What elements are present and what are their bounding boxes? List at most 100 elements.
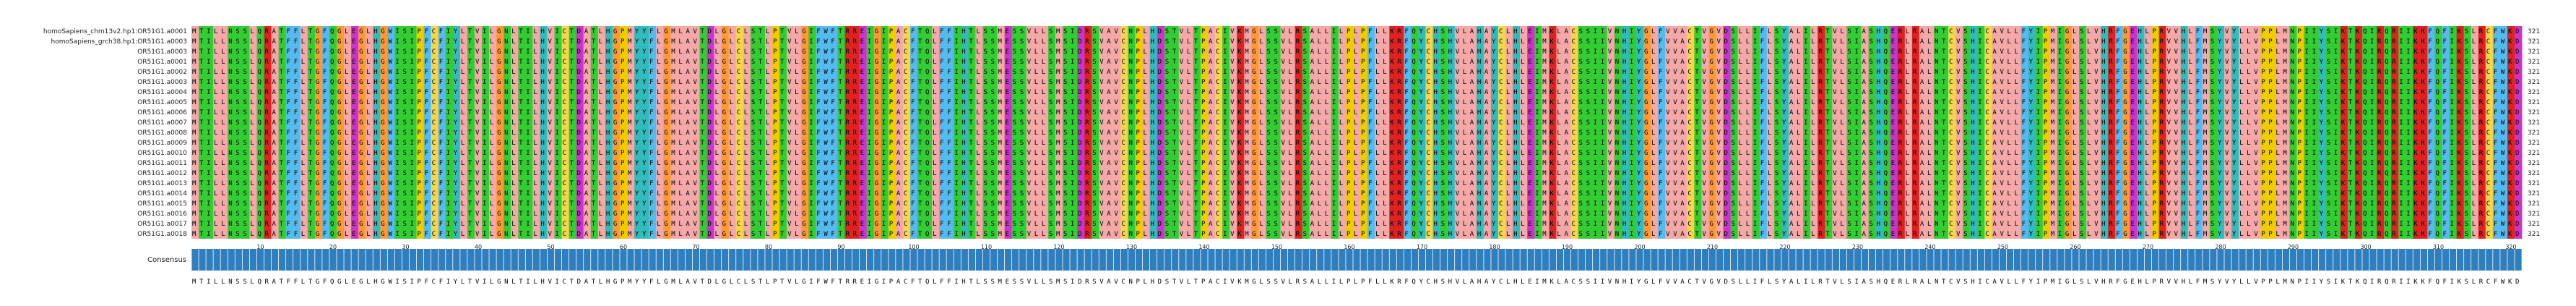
residue-letter: F bbox=[1404, 89, 1408, 96]
residue-letter: V bbox=[1956, 59, 1961, 66]
residue-letter: C bbox=[904, 28, 907, 35]
residue-letter: H bbox=[1622, 69, 1626, 76]
residue-letter: I bbox=[1071, 59, 1074, 66]
residue-letter: S bbox=[1266, 99, 1270, 106]
sequence-name[interactable]: OR51G1.a0006 bbox=[137, 109, 187, 116]
residue-letter: Q bbox=[2435, 79, 2439, 86]
sequence-name[interactable]: OR51G1.a0003 bbox=[137, 79, 187, 86]
residue-letter: R bbox=[2479, 79, 2484, 86]
sequence-name[interactable]: homoSapiens_chm13v2.hp1:OR51G1.a0001 bbox=[43, 28, 187, 35]
residue-letter: M bbox=[1542, 79, 1547, 86]
residue-letter: R bbox=[846, 28, 850, 35]
sequence-name[interactable]: OR51G1.a0001 bbox=[137, 59, 187, 66]
residue-letter: R bbox=[1898, 99, 1903, 106]
sequence-name[interactable]: OR51G1.a0003 bbox=[137, 48, 187, 56]
residue-letter: L bbox=[366, 59, 370, 66]
residue-letter: E bbox=[2130, 69, 2134, 76]
residue-letter: L bbox=[2007, 48, 2011, 56]
residue-letter: Y bbox=[2232, 69, 2236, 76]
residue-letter: G bbox=[316, 28, 319, 35]
residue-letter: I bbox=[483, 79, 486, 86]
residue-letter: A bbox=[272, 28, 277, 35]
residue-letter: D bbox=[577, 38, 581, 46]
sequence-name[interactable]: OR51G1.a0012 bbox=[137, 170, 187, 177]
residue-letter: G bbox=[359, 48, 363, 56]
residue-letter: L bbox=[214, 69, 217, 76]
residue-letter: H bbox=[961, 89, 965, 96]
residue-letter: A bbox=[1920, 28, 1924, 35]
residue-letter: H bbox=[1434, 59, 1438, 66]
residue-letter: T bbox=[1194, 99, 1198, 106]
sequence-name[interactable]: OR51G1.a0014 bbox=[137, 190, 187, 197]
residue-letter: T bbox=[1825, 38, 1830, 46]
residue-letter: V bbox=[1281, 28, 1286, 35]
residue-letter: F bbox=[425, 59, 428, 66]
sequence-name[interactable]: OR51G1.a0016 bbox=[137, 211, 187, 218]
residue-letter: L bbox=[2247, 69, 2250, 76]
sequence-name[interactable]: OR51G1.a0010 bbox=[137, 150, 187, 157]
residue-letter: L bbox=[1289, 99, 1292, 106]
residue-letter: F bbox=[2116, 28, 2119, 35]
residue-letter: A bbox=[1862, 48, 1867, 56]
residue-letter: F bbox=[439, 38, 443, 46]
residue-letter: L bbox=[511, 79, 515, 86]
residue-letter: Q bbox=[925, 28, 929, 35]
residue-letter: C bbox=[432, 89, 436, 96]
residue-letter: A bbox=[1470, 99, 1474, 106]
sequence-name[interactable]: OR51G1.a0007 bbox=[137, 119, 187, 127]
residue-letter: L bbox=[1463, 89, 1466, 96]
residue-letter: L bbox=[345, 48, 348, 56]
residue-letter: L bbox=[1325, 28, 1328, 35]
sequence-name[interactable]: OR51G1.a0011 bbox=[137, 160, 187, 167]
residue-letter: H bbox=[2182, 38, 2185, 46]
sequence-name[interactable]: homoSapiens_grch38.hp1:OR51G1.a0003 bbox=[51, 38, 187, 46]
residue-letter: T bbox=[519, 59, 523, 66]
residue-letter: V bbox=[548, 38, 552, 46]
residue-letter: S bbox=[1165, 99, 1169, 106]
residue-letter: L bbox=[1354, 69, 1357, 76]
residue-letter: C bbox=[1427, 89, 1430, 96]
sequence-name[interactable]: OR51G1.a0017 bbox=[137, 221, 187, 228]
residue-letter: G bbox=[722, 79, 726, 86]
residue-letter: H bbox=[1151, 79, 1154, 86]
residue-letter: M bbox=[628, 79, 632, 86]
sequence-name[interactable]: OR51G1.a0008 bbox=[137, 129, 187, 137]
residue-letter: R bbox=[1296, 28, 1300, 35]
residue-letter: I bbox=[882, 38, 886, 46]
residue-letter: P bbox=[418, 59, 422, 66]
residue-letter: L bbox=[1739, 69, 1742, 76]
sequence-name[interactable]: OR51G1.a0004 bbox=[137, 89, 187, 96]
residue-letter: W bbox=[388, 89, 392, 96]
residue-letter: Q bbox=[925, 89, 929, 96]
sequence-name[interactable]: OR51G1.a0013 bbox=[137, 180, 187, 187]
residue-letter: I bbox=[2312, 89, 2316, 96]
residue-letter: S bbox=[1266, 48, 1270, 56]
residue-letter: T bbox=[468, 28, 472, 35]
residue-letter: V bbox=[1099, 38, 1104, 46]
residue-letter: E bbox=[1891, 28, 1895, 35]
sequence-name[interactable]: OR51G1.a0018 bbox=[137, 231, 187, 238]
residue-letter: L bbox=[2007, 69, 2011, 76]
residue-letter: L bbox=[1318, 48, 1321, 56]
residue-letter: T bbox=[280, 48, 284, 56]
sequence-name[interactable]: OR51G1.a0009 bbox=[137, 140, 187, 147]
residue-letter: V bbox=[1702, 89, 1706, 96]
residue-letter: S bbox=[1579, 38, 1583, 46]
residue-letter: S bbox=[235, 59, 239, 66]
residue-letter: E bbox=[860, 28, 864, 35]
residue-letter: P bbox=[773, 99, 777, 106]
residue-letter: I bbox=[1978, 89, 1981, 96]
residue-letter: H bbox=[1877, 79, 1880, 86]
residue-letter: F bbox=[911, 89, 915, 96]
residue-letter: I bbox=[1601, 99, 1604, 106]
residue-letter: F bbox=[287, 28, 290, 35]
residue-letter: G bbox=[1252, 69, 1255, 76]
sequence-name[interactable]: OR51G1.a0002 bbox=[137, 69, 187, 76]
residue-letter: K bbox=[2458, 89, 2462, 96]
sequence-name[interactable]: OR51G1.a0015 bbox=[137, 200, 187, 208]
residue-letter: I bbox=[395, 99, 399, 106]
sequence-name[interactable]: OR51G1.a0005 bbox=[137, 99, 187, 106]
residue-letter: F bbox=[1659, 69, 1662, 76]
residue-letter: S bbox=[1063, 38, 1067, 46]
residue-letter: L bbox=[1506, 48, 1510, 56]
